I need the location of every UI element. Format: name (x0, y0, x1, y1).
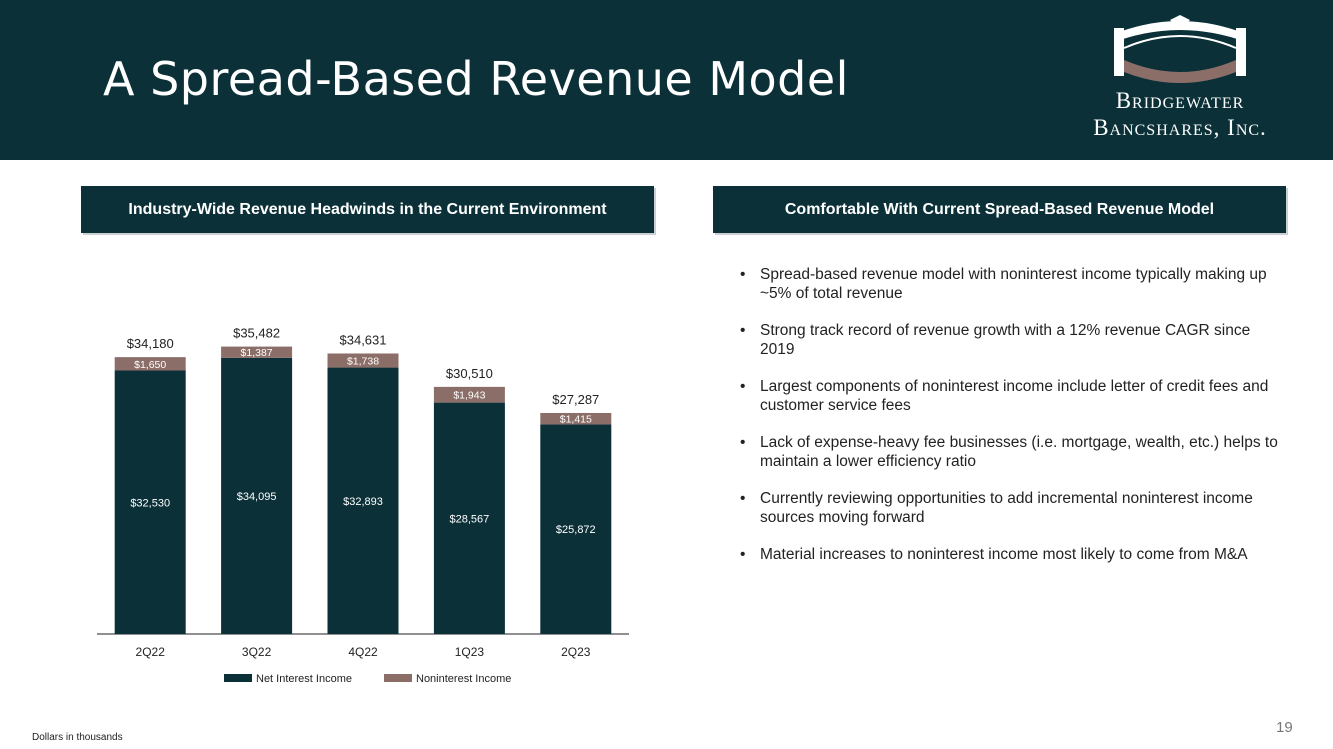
bullet-item: Spread-based revenue model with noninter… (740, 265, 1280, 303)
data-label-total: $27,287 (552, 392, 599, 407)
bar-noninterest-income (433, 386, 505, 403)
bullet-item: Largest components of noninterest income… (740, 377, 1280, 415)
data-label-noninterest-income: $1,415 (560, 414, 592, 426)
data-label-net-interest-income: $25,872 (556, 524, 596, 536)
header-band: A Spread-Based Revenue Model Bridgewater… (0, 0, 1333, 160)
left-section-header: Industry-Wide Revenue Headwinds in the C… (81, 186, 654, 233)
bridge-logo-icon (1114, 15, 1246, 83)
data-label-noninterest-income: $1,387 (241, 347, 273, 359)
legend-swatch-noninterest-income (384, 674, 412, 682)
bar-noninterest-income (327, 353, 399, 368)
data-label-total: $30,510 (446, 366, 493, 381)
data-label-total: $34,180 (127, 336, 174, 351)
data-label-net-interest-income: $32,530 (130, 497, 170, 509)
data-label-total: $35,482 (233, 326, 280, 341)
bar-net-interest-income (221, 357, 293, 634)
bullet-item: Currently reviewing opportunities to add… (740, 489, 1280, 527)
data-label-net-interest-income: $34,095 (237, 491, 277, 503)
data-label-noninterest-income: $1,943 (453, 390, 485, 402)
bullet-item: Strong track record of revenue growth wi… (740, 321, 1280, 359)
logo-text-line1: Bridgewater (1115, 88, 1245, 113)
page-title: A Spread-Based Revenue Model (103, 52, 849, 106)
right-section-header: Comfortable With Current Spread-Based Re… (713, 186, 1286, 233)
x-tick-label: 4Q22 (348, 645, 378, 659)
revenue-chart: $32,530 $1,650 $34,180 2Q22 $34,095 $1,387 $35… (95, 290, 645, 700)
bullet-item: Material increases to noninterest income… (740, 545, 1280, 564)
footnote: Dollars in thousands (32, 732, 123, 743)
legend-label-noninterest-income: Noninterest Income (416, 673, 511, 685)
data-label-noninterest-income: $1,650 (134, 359, 166, 371)
legend-swatch-net-interest-income (224, 674, 252, 682)
data-label-net-interest-income: $32,893 (343, 496, 383, 508)
logo-text-line2: Bancshares, Inc. (1093, 115, 1267, 140)
revenue-chart-svg: $32,530 $1,650 $34,180 2Q22 $34,095 $1,387 $35… (97, 326, 629, 685)
data-label-net-interest-income: $28,567 (450, 513, 490, 525)
x-tick-label: 1Q23 (455, 645, 485, 659)
company-logo: Bridgewater Bancshares, Inc. (1060, 14, 1300, 144)
bar-noninterest-income (114, 357, 186, 371)
x-tick-label: 2Q23 (561, 645, 591, 659)
bar-net-interest-income (114, 370, 186, 634)
bar-net-interest-income (540, 424, 612, 634)
legend-label-net-interest-income: Net Interest Income (256, 673, 352, 685)
data-label-noninterest-income: $1,738 (347, 356, 379, 368)
x-tick-label: 3Q22 (242, 645, 272, 659)
bullet-item: Lack of expense-heavy fee businesses (i.… (740, 433, 1280, 471)
bullet-list: Spread-based revenue model with noninter… (740, 265, 1280, 582)
bar-net-interest-income (433, 402, 505, 634)
x-tick-label: 2Q22 (136, 645, 166, 659)
data-label-total: $34,631 (340, 332, 387, 347)
page-number: 19 (1276, 719, 1293, 736)
bar-net-interest-income (327, 367, 399, 634)
bar-noninterest-income (540, 412, 612, 425)
bar-noninterest-income (221, 346, 293, 358)
